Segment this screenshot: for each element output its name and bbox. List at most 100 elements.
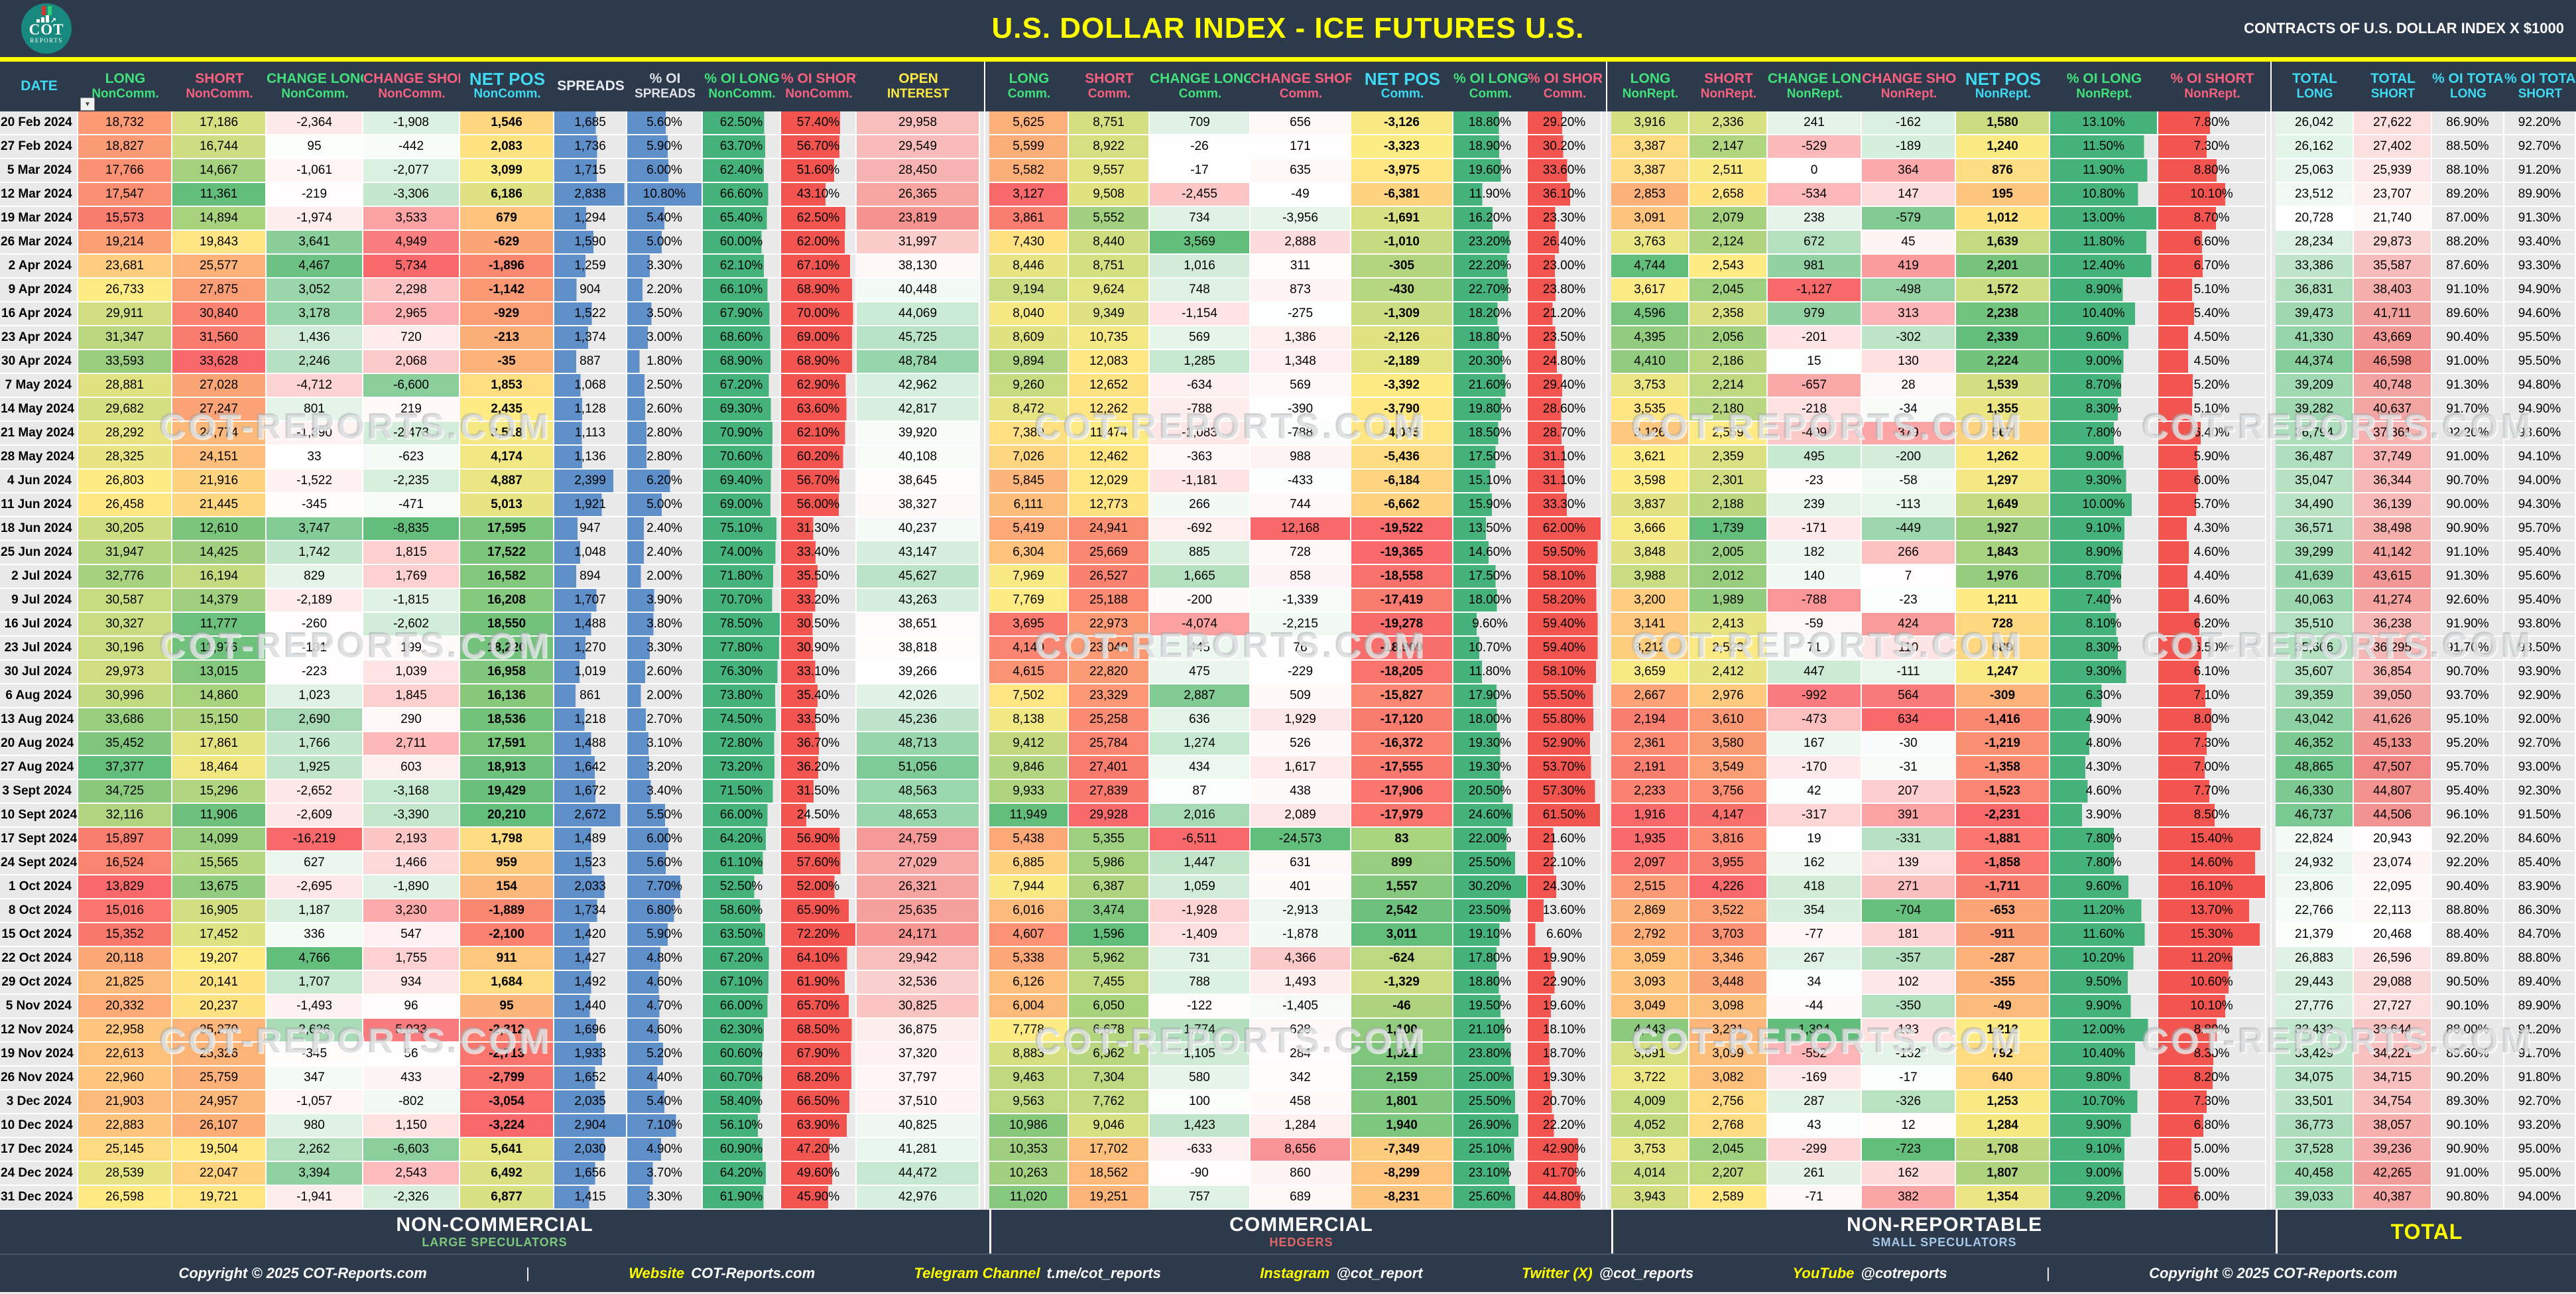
cell-oi-total-short: 92.20% [2504, 111, 2576, 135]
cell-oi-total-long: 90.90% [2432, 1138, 2504, 1162]
cell-spreads: 1,523 [554, 852, 627, 875]
cell-oi-short-comm: 59.40% [1528, 613, 1602, 637]
cell-nonrept-long: 4,014 [1611, 1162, 1689, 1186]
cell-total-long: 44,374 [2276, 350, 2354, 374]
cell-comm-change-short: 8,656 [1251, 1138, 1351, 1162]
group-divider [1602, 493, 1611, 517]
column-header-nonrept-net-pos: NET POS NonRept. [1956, 62, 2050, 111]
cell-nonrept-short: 2,188 [1689, 493, 1768, 517]
cell-oi-spreads: 2.60% [627, 398, 703, 422]
cell-total-long: 33,501 [2276, 1090, 2354, 1114]
cell-spreads: 1,656 [554, 1162, 627, 1186]
group-divider [2266, 326, 2276, 350]
cell-comm-change-short: 858 [1251, 565, 1351, 589]
cell-total-short: 41,626 [2354, 708, 2432, 732]
telegram-label: Telegram Channel [914, 1265, 1040, 1281]
cell-comm-long: 5,625 [989, 111, 1069, 135]
header-sublabel: LONG [2450, 86, 2486, 101]
cell-comm-change-long: -122 [1150, 995, 1251, 1019]
cell-oi-spreads: 2.60% [627, 661, 703, 684]
cell-oi-spreads: 5.00% [627, 231, 703, 255]
cell-total-short: 46,598 [2354, 350, 2432, 374]
cell-nonrept-short: 3,231 [1689, 1019, 1768, 1043]
cell-oi-short-noncomm: 67.90% [781, 1043, 857, 1067]
cell-nonrept-change-long: 182 [1768, 541, 1862, 565]
section-commercial: COMMERCIAL HEDGERS [991, 1210, 1611, 1254]
instagram-item: Instagram @cot_report [1260, 1265, 1422, 1282]
cell-oi-short-nonrept: 5.90% [2158, 446, 2266, 470]
cell-comm-change-long: 434 [1150, 756, 1251, 780]
cell-open-interest: 37,510 [857, 1090, 980, 1114]
cell-oi-long-noncomm: 71.50% [703, 780, 781, 804]
group-divider [980, 111, 989, 135]
cell-comm-long: 6,016 [989, 899, 1069, 923]
cell-nc-short: 17,452 [172, 923, 267, 947]
cell-oi-short-comm: 19.30% [1528, 1067, 1602, 1090]
cell-comm-net-pos: -2,126 [1351, 326, 1453, 350]
cell-oi-long-nonrept: 8.70% [2050, 374, 2158, 398]
cell-spreads: 1,019 [554, 661, 627, 684]
cell-oi-short-noncomm: 56.70% [781, 135, 857, 159]
cell-nc-change-long: 2,626 [267, 1019, 363, 1043]
cell-nonrept-change-short: -498 [1862, 279, 1956, 302]
group-divider [980, 350, 989, 374]
cell-nonrept-net-pos: 1,649 [1956, 493, 2050, 517]
table-row: 20 Aug 2024 35,452 17,861 1,766 2,711 17,591 1… [0, 732, 2576, 756]
cell-comm-short: 22,820 [1069, 661, 1150, 684]
cell-oi-long-comm: 15.90% [1453, 493, 1528, 517]
cell-nc-change-long: -2,609 [267, 804, 363, 828]
cell-total-long: 28,234 [2276, 231, 2354, 255]
cell-oi-spreads: 3.70% [627, 1162, 703, 1186]
date-filter-button[interactable]: ▼ [80, 97, 95, 111]
cell-oi-long-nonrept: 10.20% [2050, 947, 2158, 971]
cell-nc-net-pos: 18,550 [460, 613, 554, 637]
cell-nonrept-net-pos: 1,976 [1956, 565, 2050, 589]
cell-spreads: 887 [554, 350, 627, 374]
cell-spreads: 1,420 [554, 923, 627, 947]
group-divider [1602, 279, 1611, 302]
cell-comm-long: 10,353 [989, 1138, 1069, 1162]
cell-oi-long-noncomm: 78.50% [703, 613, 781, 637]
header-sublabel: SHORT [2370, 86, 2416, 101]
cell-nc-change-long: 2,262 [267, 1138, 363, 1162]
group-divider [1602, 1043, 1611, 1067]
cell-nonrept-long: 3,916 [1611, 111, 1689, 135]
cell-oi-long-noncomm: 72.80% [703, 732, 781, 756]
cell-oi-short-noncomm: 30.50% [781, 613, 857, 637]
cell-nonrept-net-pos: 195 [1956, 183, 2050, 207]
cell-nc-short: 17,186 [172, 111, 267, 135]
cell-nonrept-change-short: -331 [1862, 828, 1956, 852]
cell-nonrept-short: 2,413 [1689, 613, 1768, 637]
cell-total-long: 34,075 [2276, 1067, 2354, 1090]
cell-nonrept-short: 2,005 [1689, 541, 1768, 565]
cell-total-short: 27,622 [2354, 111, 2432, 135]
cell-date: 26 Mar 2024 [0, 231, 78, 255]
cell-spreads: 894 [554, 565, 627, 589]
cell-total-short: 40,387 [2354, 1186, 2432, 1210]
group-divider [2266, 231, 2276, 255]
cell-spreads: 1,136 [554, 446, 627, 470]
cell-nc-change-long: -1,061 [267, 159, 363, 183]
cell-spreads: 1,427 [554, 947, 627, 971]
cell-nonrept-change-long: 34 [1768, 971, 1862, 995]
cell-nonrept-net-pos: -1,881 [1956, 828, 2050, 852]
cell-oi-total-short: 94.00% [2504, 470, 2576, 493]
cell-total-short: 26,596 [2354, 947, 2432, 971]
cell-open-interest: 38,651 [857, 613, 980, 637]
cell-nonrept-change-short: 139 [1862, 852, 1956, 875]
cell-total-short: 47,507 [2354, 756, 2432, 780]
cell-oi-total-short: 91.20% [2504, 1019, 2576, 1043]
cell-nonrept-change-long: -788 [1768, 589, 1862, 613]
cell-nc-change-short: -2,473 [363, 422, 460, 446]
table-row: 9 Jul 2024 30,587 14,379 -2,189 -1,815 16,208… [0, 589, 2576, 613]
cell-date: 5 Nov 2024 [0, 995, 78, 1019]
section-subtitle: LARGE SPECULATORS [422, 1236, 568, 1249]
cell-oi-total-short: 91.70% [2504, 1043, 2576, 1067]
cell-total-short: 35,587 [2354, 255, 2432, 279]
cell-total-short: 41,711 [2354, 302, 2432, 326]
cell-comm-net-pos: -8,299 [1351, 1162, 1453, 1186]
cell-oi-long-nonrept: 10.00% [2050, 493, 2158, 517]
cell-date: 6 Aug 2024 [0, 684, 78, 708]
cell-nonrept-change-short: 382 [1862, 1186, 1956, 1210]
column-header-nc-long: LONG NonComm. [78, 62, 172, 111]
